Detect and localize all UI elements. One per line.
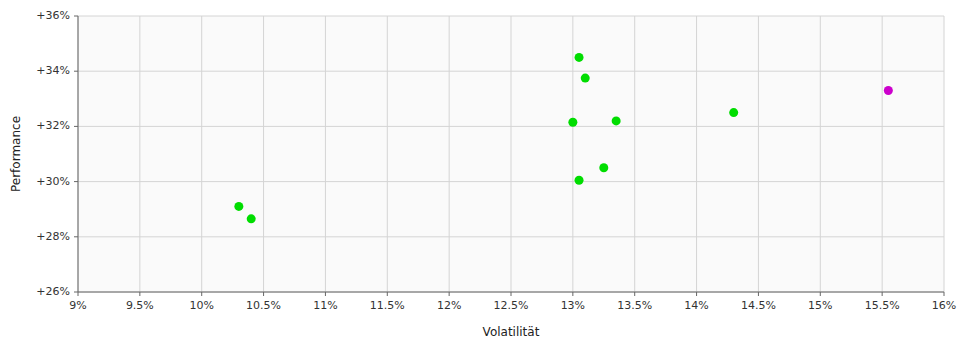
- tick-y: [74, 126, 78, 127]
- tick-label-y: +34%: [36, 64, 70, 77]
- tick-label-x: 12.5%: [494, 299, 529, 312]
- scatter-point: [729, 108, 738, 117]
- tick-label-x: 13.5%: [617, 299, 652, 312]
- tick-y: [74, 236, 78, 237]
- grid-line-y: [78, 181, 944, 182]
- tick-label-x: 14%: [684, 299, 708, 312]
- tick-label-x: 16%: [932, 299, 956, 312]
- tick-label-x: 10%: [189, 299, 213, 312]
- tick-label-y: +28%: [36, 230, 70, 243]
- grid-line-x: [387, 16, 388, 292]
- tick-y: [74, 71, 78, 72]
- series: [234, 53, 738, 223]
- grid-line-x: [820, 16, 821, 292]
- grid-line-x: [511, 16, 512, 292]
- tick-label-y: +26%: [36, 285, 70, 298]
- grid-line-y: [78, 71, 944, 72]
- grid-line-x: [634, 16, 635, 292]
- x-axis-line: [78, 292, 944, 293]
- tick-x: [882, 292, 883, 296]
- scatter-point: [581, 74, 590, 83]
- tick-x: [944, 292, 945, 296]
- grid-line-x: [449, 16, 450, 292]
- tick-label-x: 12%: [437, 299, 461, 312]
- plot-area: [78, 16, 944, 292]
- series: [884, 86, 893, 95]
- grid-line-x: [572, 16, 573, 292]
- grid-line-x: [263, 16, 264, 292]
- tick-x: [696, 292, 697, 296]
- tick-x: [201, 292, 202, 296]
- y-axis-label: Performance: [9, 116, 23, 192]
- scatter-point: [568, 118, 577, 127]
- grid-line-x: [325, 16, 326, 292]
- grid: [78, 16, 944, 292]
- tick-x: [78, 292, 79, 296]
- tick-label-x: 9%: [69, 299, 86, 312]
- grid-line-x: [758, 16, 759, 292]
- tick-label-x: 10.5%: [246, 299, 281, 312]
- tick-y: [74, 292, 78, 293]
- grid-line-x: [944, 16, 945, 292]
- grid-line-y: [78, 236, 944, 237]
- tick-label-y: +36%: [36, 9, 70, 22]
- grid-line-x: [201, 16, 202, 292]
- tick-x: [758, 292, 759, 296]
- tick-x: [139, 292, 140, 296]
- scatter-point: [234, 202, 243, 211]
- tick-label-x: 14.5%: [741, 299, 776, 312]
- points: [234, 53, 893, 223]
- tick-label-x: 11.5%: [370, 299, 405, 312]
- tick-x: [572, 292, 573, 296]
- tick-y: [74, 16, 78, 17]
- tick-label-x: 11%: [313, 299, 337, 312]
- grid-line-x: [882, 16, 883, 292]
- tick-label-x: 9.5%: [126, 299, 154, 312]
- scatter-point: [884, 86, 893, 95]
- scatter-point: [612, 116, 621, 125]
- grid-line-y: [78, 16, 944, 17]
- tick-x: [387, 292, 388, 296]
- tick-label-x: 13%: [561, 299, 585, 312]
- scatter-point: [575, 53, 584, 62]
- grid-line-y: [78, 126, 944, 127]
- tick-label-y: +30%: [36, 175, 70, 188]
- scatter-point: [599, 163, 608, 172]
- tick-x: [325, 292, 326, 296]
- chart: 9% 9.5% 10% 10.5% 11% 11.5% 12% 12.5% 13% 13.5% 14…: [0, 0, 966, 350]
- grid-line-y: [78, 292, 944, 293]
- scatter-point: [247, 214, 256, 223]
- tick-label-y: +32%: [36, 119, 70, 132]
- axes: 9% 9.5% 10% 10.5% 11% 11.5% 12% 12.5% 13% 13.5% 14…: [36, 9, 956, 312]
- grid-line-x: [139, 16, 140, 292]
- grid-line-x: [78, 16, 79, 292]
- tick-label-x: 15.5%: [865, 299, 900, 312]
- y-axis-line: [78, 16, 79, 292]
- tick-x: [449, 292, 450, 296]
- tick-x: [511, 292, 512, 296]
- tick-x: [634, 292, 635, 296]
- x-axis-label: Volatilität: [483, 325, 540, 339]
- grid-line-x: [696, 16, 697, 292]
- scatter-point: [575, 176, 584, 185]
- tick-x: [263, 292, 264, 296]
- tick-x: [820, 292, 821, 296]
- tick-y: [74, 181, 78, 182]
- tick-label-x: 15%: [808, 299, 832, 312]
